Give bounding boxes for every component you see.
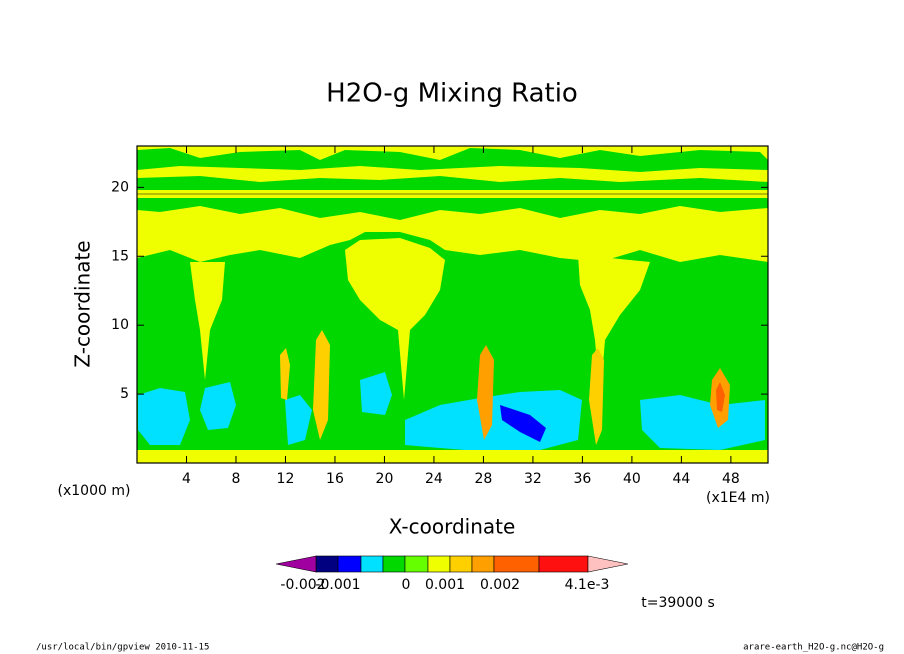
- x-axis-label: X-coordinate: [389, 515, 516, 539]
- contour-region: [137, 198, 768, 220]
- y-tick-label: 15: [111, 248, 129, 264]
- colorbar-box: [538, 555, 589, 573]
- colorbar-label: 4.1e-3: [565, 577, 610, 593]
- x-tick-label: 24: [425, 471, 443, 487]
- contour-region: [137, 450, 768, 463]
- y-axis-label: Z-coordinate: [71, 240, 95, 367]
- contour-region: [137, 176, 768, 190]
- contour-region: [280, 348, 290, 400]
- contour-region: [640, 395, 765, 450]
- colorbar-box: [315, 555, 339, 573]
- colorbar-over: [587, 555, 629, 573]
- x-tick-label: 28: [475, 471, 493, 487]
- chart-title: H2O-g Mixing Ratio: [326, 79, 578, 109]
- colorbar-label: -0.002: [280, 577, 325, 593]
- x-tick-label: 8: [232, 471, 241, 487]
- colorbar-box: [427, 555, 451, 573]
- footer-right: arare-earth_H2O-g.nc@H2O-g: [743, 643, 884, 653]
- x-tick-label: 20: [376, 471, 394, 487]
- colorbar-box: [449, 555, 473, 573]
- colorbar-under: [275, 555, 317, 573]
- contour-region: [589, 348, 604, 445]
- plot-frame: [136, 145, 769, 464]
- x-tick-label: 40: [623, 471, 641, 487]
- contour-region: [500, 405, 546, 442]
- contour-region: [578, 255, 650, 400]
- contour-region: [138, 388, 190, 445]
- contour-field: [137, 146, 768, 463]
- x-tick-label: 16: [326, 471, 344, 487]
- x-tick-label: 36: [573, 471, 591, 487]
- contour-region: [716, 382, 725, 412]
- y-tick-label: 5: [120, 386, 129, 402]
- contour-region: [285, 395, 312, 445]
- contour-region: [360, 372, 392, 415]
- colorbar-label: 0: [402, 577, 411, 593]
- footer-left: /usr/local/bin/gpview 2010-11-15: [36, 643, 209, 653]
- colorbar-box: [471, 555, 495, 573]
- colorbar-label: 0.002: [480, 577, 520, 593]
- y-tick-label: 10: [111, 317, 129, 333]
- x-unit: (x1E4 m): [706, 490, 770, 506]
- x-tick-label: 32: [524, 471, 542, 487]
- contour-region: [477, 345, 494, 440]
- contour-region: [313, 330, 330, 440]
- colorbar-label: 0.001: [425, 577, 465, 593]
- x-tick-label: 44: [672, 471, 690, 487]
- colorbar-box: [337, 555, 362, 573]
- time-label: t=39000 s: [641, 595, 715, 611]
- y-unit: (x1000 m): [58, 483, 131, 499]
- x-tick-label: 4: [182, 471, 191, 487]
- colorbar-box: [404, 555, 429, 573]
- colorbar-box: [382, 555, 406, 573]
- contour-region: [137, 148, 768, 172]
- colorbar-label: -0.001: [315, 577, 360, 593]
- contour-region: [345, 238, 445, 400]
- x-tick-label: 12: [277, 471, 295, 487]
- contour-region: [200, 382, 236, 430]
- colorbar-box: [493, 555, 540, 573]
- x-tick-label: 48: [722, 471, 740, 487]
- colorbar-box: [360, 555, 384, 573]
- contour-region: [190, 262, 225, 380]
- y-tick-label: 20: [111, 179, 129, 195]
